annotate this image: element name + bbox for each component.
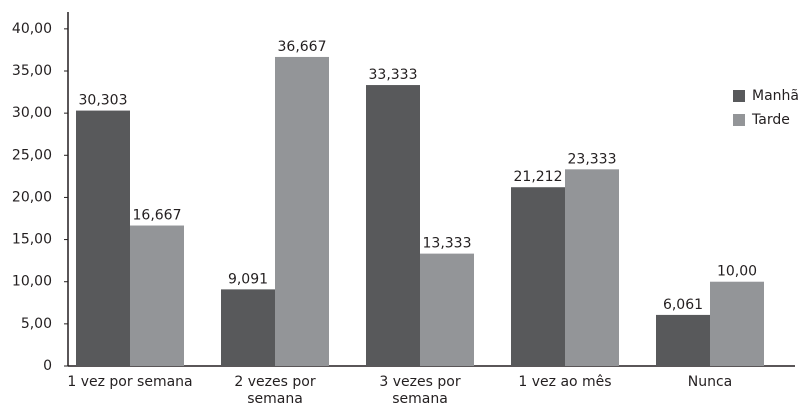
- bar: [511, 187, 565, 366]
- bar: [130, 225, 184, 366]
- x-tick-label: 2 vezes por semana: [234, 374, 316, 407]
- y-tick-label: 5,00: [21, 316, 52, 332]
- y-tick-label: 0: [43, 358, 52, 374]
- value-label: 36,667: [278, 39, 327, 55]
- bar: [420, 253, 474, 366]
- value-label: 30,303: [79, 93, 128, 109]
- value-label: 33,333: [369, 67, 418, 83]
- bar: [275, 56, 329, 366]
- y-tick-label: 15,00: [12, 232, 52, 248]
- value-label: 16,667: [133, 208, 182, 224]
- value-label: 23,333: [568, 151, 617, 167]
- value-label: 9,091: [228, 271, 268, 287]
- value-label: 21,212: [514, 169, 563, 185]
- value-label: 10,00: [717, 264, 757, 280]
- x-tick-label: 3 vezes por semana: [379, 374, 461, 407]
- value-label: 6,061: [663, 297, 703, 313]
- y-tick-label: 25,00: [12, 147, 52, 163]
- bar: [221, 289, 275, 366]
- y-tick-label: 20,00: [12, 189, 52, 205]
- bar: [76, 110, 130, 367]
- bar: [565, 169, 619, 366]
- legend-label: Tarde: [751, 112, 790, 128]
- x-tick-label: 1 vez ao mês: [518, 374, 612, 390]
- y-tick-label: 30,00: [12, 105, 52, 121]
- y-tick-label: 35,00: [12, 63, 52, 79]
- legend-label: Manhã: [752, 88, 799, 104]
- bar: [656, 314, 710, 366]
- x-tick-label: Nunca: [687, 374, 733, 390]
- legend-swatch: [733, 114, 745, 126]
- bar: [710, 281, 764, 366]
- y-tick-label: 10,00: [12, 274, 52, 290]
- legend-swatch: [733, 90, 745, 102]
- y-tick-label: 40,00: [12, 21, 52, 37]
- x-tick-label: 1 vez por semana: [67, 374, 193, 390]
- value-label: 13,333: [423, 236, 472, 252]
- bar: [366, 85, 420, 367]
